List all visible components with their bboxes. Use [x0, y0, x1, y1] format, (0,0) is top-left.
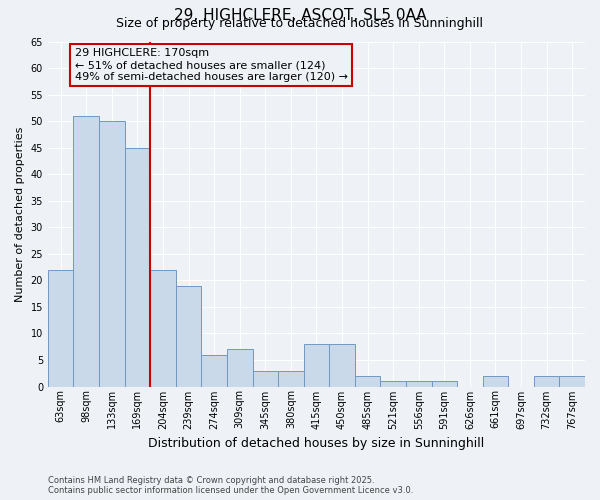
Bar — [99, 121, 125, 386]
Bar — [278, 370, 304, 386]
Text: Size of property relative to detached houses in Sunninghill: Size of property relative to detached ho… — [116, 18, 484, 30]
Bar — [329, 344, 355, 387]
Bar — [304, 344, 329, 387]
Bar — [48, 270, 73, 386]
Bar — [176, 286, 202, 386]
Bar — [431, 381, 457, 386]
Bar — [150, 270, 176, 386]
Bar — [202, 354, 227, 386]
Text: Contains HM Land Registry data © Crown copyright and database right 2025.
Contai: Contains HM Land Registry data © Crown c… — [48, 476, 413, 495]
Bar — [73, 116, 99, 386]
Bar — [534, 376, 559, 386]
X-axis label: Distribution of detached houses by size in Sunninghill: Distribution of detached houses by size … — [148, 437, 485, 450]
Bar — [406, 381, 431, 386]
Bar — [125, 148, 150, 386]
Bar — [559, 376, 585, 386]
Text: 29, HIGHCLERE, ASCOT, SL5 0AA: 29, HIGHCLERE, ASCOT, SL5 0AA — [173, 8, 427, 22]
Text: 29 HIGHCLERE: 170sqm
← 51% of detached houses are smaller (124)
49% of semi-deta: 29 HIGHCLERE: 170sqm ← 51% of detached h… — [75, 48, 348, 82]
Bar — [227, 350, 253, 387]
Bar — [253, 370, 278, 386]
Bar — [482, 376, 508, 386]
Bar — [380, 381, 406, 386]
Y-axis label: Number of detached properties: Number of detached properties — [15, 126, 25, 302]
Bar — [355, 376, 380, 386]
